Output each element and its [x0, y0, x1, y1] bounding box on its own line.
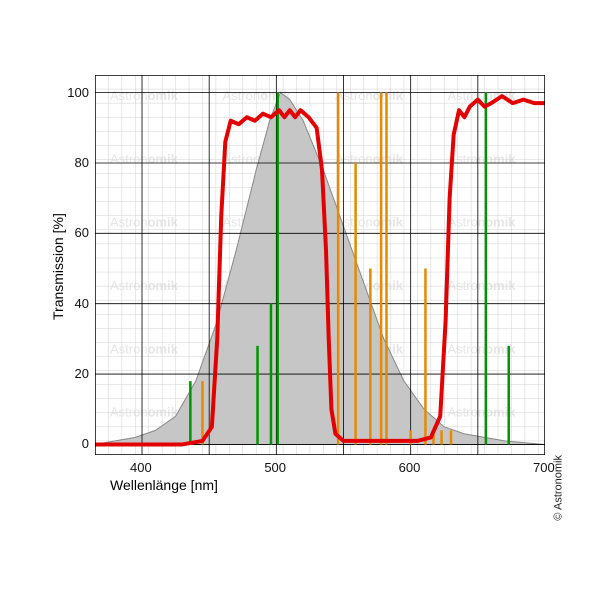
svg-text:Astronomik: Astronomik	[110, 151, 179, 166]
x-tick-label: 600	[399, 460, 421, 475]
svg-text:Astronomik: Astronomik	[110, 341, 179, 356]
y-tick-label: 20	[75, 366, 89, 381]
svg-text:Astronomik: Astronomik	[335, 88, 404, 103]
svg-text:Astronomik: Astronomik	[110, 278, 179, 293]
x-tick-label: 400	[130, 460, 152, 475]
x-tick-label: 500	[264, 460, 286, 475]
svg-text:Astronomik: Astronomik	[335, 151, 404, 166]
x-axis-label: Wellenlänge [nm]	[110, 477, 218, 493]
y-tick-label: 0	[82, 436, 89, 451]
y-axis-label: Transmission [%]	[50, 213, 66, 320]
svg-text:Astronomik: Astronomik	[110, 405, 179, 420]
copyright-text: © Astronomik	[553, 455, 565, 521]
y-tick-label: 80	[75, 155, 89, 170]
x-tick-label: 700	[533, 460, 555, 475]
y-tick-label: 60	[75, 225, 89, 240]
plot-area: Astronomik Astronomik Astronomik Astronomik…	[95, 75, 545, 455]
svg-text:Astronomik: Astronomik	[110, 88, 179, 103]
y-tick-label: 100	[67, 85, 89, 100]
chart-svg: Astronomik Astronomik Astronomik Astronomik…	[95, 75, 545, 455]
y-tick-label: 40	[75, 296, 89, 311]
svg-text:Astronomik: Astronomik	[335, 215, 404, 230]
svg-text:Astronomik: Astronomik	[110, 215, 179, 230]
